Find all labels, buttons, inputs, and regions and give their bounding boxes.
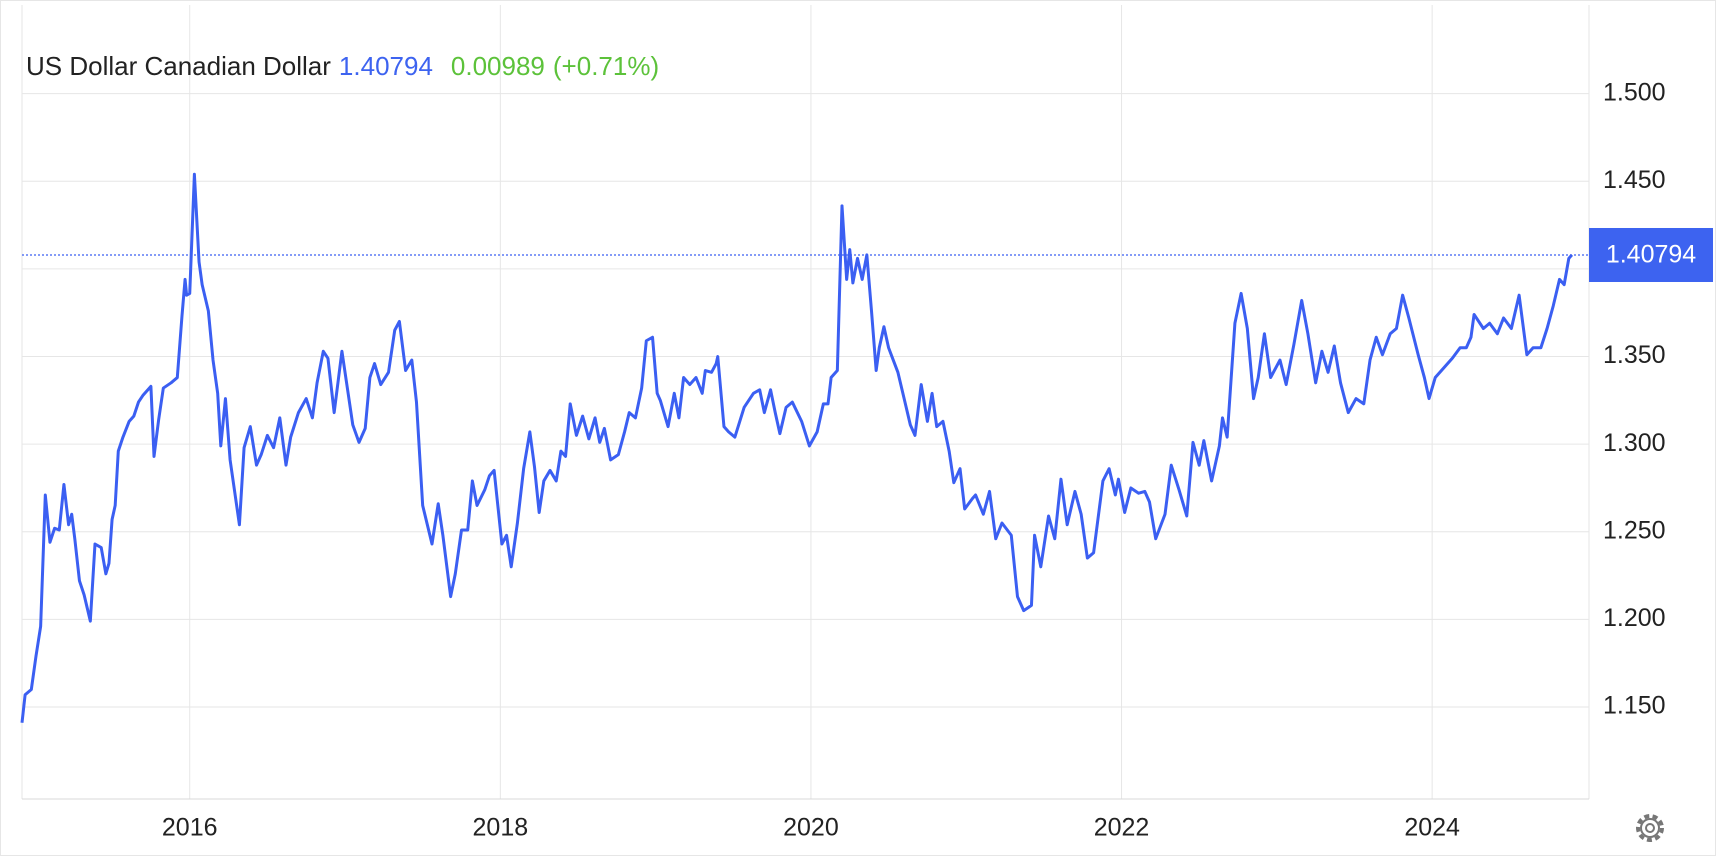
change: 0.00989 bbox=[451, 51, 545, 81]
y-tick-label: 1.200 bbox=[1603, 604, 1666, 632]
last-value-tag bbox=[1589, 227, 1713, 282]
x-tick-label: 2016 bbox=[162, 814, 218, 842]
y-tick-label: 1.450 bbox=[1603, 166, 1666, 194]
y-tick-label: 1.150 bbox=[1603, 692, 1666, 720]
gear-body bbox=[1640, 818, 1660, 838]
x-tick-label: 2024 bbox=[1404, 814, 1460, 842]
y-tick-label: 1.300 bbox=[1603, 429, 1666, 457]
settings-icon[interactable] bbox=[1636, 814, 1664, 842]
chart-title: US Dollar Canadian Dollar bbox=[26, 51, 331, 81]
x-tick-label: 2022 bbox=[1094, 814, 1150, 842]
change-percent: (+0.71%) bbox=[553, 51, 659, 81]
header: US Dollar Canadian Dollar 1.40794 0.00989 (… bbox=[26, 51, 659, 81]
y-tick-label: 1.500 bbox=[1603, 78, 1666, 106]
gear-hole bbox=[1645, 823, 1655, 833]
y-tick-label: 1.250 bbox=[1603, 516, 1666, 544]
x-tick-label: 2020 bbox=[783, 814, 839, 842]
last-value: 1.40794 bbox=[339, 51, 433, 81]
y-tick-label: 1.350 bbox=[1603, 341, 1666, 369]
x-tick-label: 2018 bbox=[473, 814, 529, 842]
price-line bbox=[20, 172, 1574, 723]
last-value-tag-label: 1.40794 bbox=[1606, 241, 1696, 269]
plot bbox=[20, 172, 1589, 723]
gear-teeth bbox=[1636, 814, 1664, 842]
